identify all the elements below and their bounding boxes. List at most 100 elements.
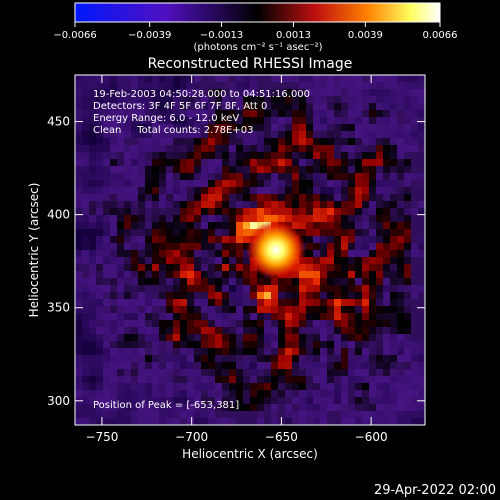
heatmap-cell	[250, 306, 258, 314]
heatmap-cell	[243, 222, 251, 230]
heatmap-cell	[250, 313, 258, 321]
heatmap-cell	[243, 124, 251, 132]
heatmap-cell	[201, 229, 209, 237]
heatmap-cell	[103, 348, 111, 356]
heatmap-cell	[229, 362, 237, 370]
heatmap-cell	[390, 124, 398, 132]
heatmap-cell	[355, 110, 363, 118]
heatmap-cell	[131, 278, 139, 286]
heatmap-cell	[376, 362, 384, 370]
heatmap-cell	[124, 180, 132, 188]
heatmap-cell	[320, 292, 328, 300]
heatmap-cell	[82, 152, 90, 160]
heatmap-cell	[278, 180, 286, 188]
heatmap-cell	[152, 264, 160, 272]
heatmap-cell	[369, 89, 377, 97]
heatmap-cell	[110, 82, 118, 90]
heatmap-cell	[355, 152, 363, 160]
heatmap-cell	[313, 271, 321, 279]
heatmap-cell	[348, 250, 356, 258]
heatmap-cell	[215, 222, 223, 230]
heatmap-cell	[369, 187, 377, 195]
heatmap-cell	[131, 292, 139, 300]
heatmap-cell	[180, 173, 188, 181]
heatmap-cell	[243, 418, 251, 425]
heatmap-cell	[355, 173, 363, 181]
heatmap-cell	[187, 348, 195, 356]
heatmap-cell	[117, 236, 125, 244]
heatmap-cell	[110, 229, 118, 237]
heatmap-cell	[180, 117, 188, 125]
heatmap-cell	[271, 208, 279, 216]
heatmap-cell	[229, 117, 237, 125]
heatmap-cell	[362, 313, 370, 321]
heatmap-cell	[117, 418, 125, 425]
heatmap-cell	[341, 187, 349, 195]
heatmap-cell	[383, 278, 391, 286]
heatmap-cell	[369, 250, 377, 258]
heatmap-cell	[278, 187, 286, 195]
heatmap-cell	[103, 131, 111, 139]
heatmap-cell	[124, 117, 132, 125]
heatmap-cell	[411, 355, 419, 363]
heatmap-cell	[362, 180, 370, 188]
heatmap-cell	[131, 348, 139, 356]
heatmap-cell	[180, 82, 188, 90]
heatmap-cell	[418, 383, 425, 391]
heatmap-cell	[75, 341, 83, 349]
heatmap-cell	[299, 278, 307, 286]
heatmap-cell	[383, 306, 391, 314]
heatmap-cell	[355, 166, 363, 174]
heatmap-cell	[229, 229, 237, 237]
heatmap-cell	[320, 75, 328, 83]
heatmap-cell	[96, 418, 104, 425]
heatmap-cell	[138, 96, 146, 104]
heatmap-cell	[341, 327, 349, 335]
heatmap-cell	[383, 138, 391, 146]
heatmap-cell	[418, 138, 425, 146]
heatmap-cell	[82, 110, 90, 118]
heatmap-cell	[243, 215, 251, 223]
heatmap-cell	[397, 159, 405, 167]
heatmap-cell	[383, 201, 391, 209]
heatmap-cell	[187, 138, 195, 146]
heatmap-cell	[145, 362, 153, 370]
heatmap-cell	[320, 250, 328, 258]
heatmap-cell	[229, 313, 237, 321]
heatmap-cell	[89, 82, 97, 90]
heatmap-cell	[201, 145, 209, 153]
heatmap-cell	[138, 313, 146, 321]
heatmap-cell	[285, 124, 293, 132]
heatmap-cell	[278, 404, 286, 412]
heatmap-cell	[173, 117, 181, 125]
heatmap-cell	[355, 194, 363, 202]
heatmap-cell	[201, 341, 209, 349]
heatmap-cell	[82, 264, 90, 272]
heatmap-cell	[306, 187, 314, 195]
heatmap-cell	[320, 369, 328, 377]
heatmap-cell	[383, 194, 391, 202]
heatmap-cell	[159, 96, 167, 104]
heatmap-cell	[369, 222, 377, 230]
heatmap-cell	[194, 418, 202, 425]
heatmap-cell	[271, 159, 279, 167]
heatmap-cell	[348, 194, 356, 202]
heatmap-cell	[166, 327, 174, 335]
heatmap-cell	[341, 236, 349, 244]
heatmap-cell	[320, 285, 328, 293]
heatmap-cell	[348, 243, 356, 251]
heatmap-cell	[243, 334, 251, 342]
heatmap-cell	[285, 362, 293, 370]
heatmap-cell	[313, 278, 321, 286]
heatmap-cell	[180, 194, 188, 202]
heatmap-cell	[320, 194, 328, 202]
heatmap-cell	[355, 264, 363, 272]
heatmap-cell	[152, 292, 160, 300]
heatmap-cell	[306, 285, 314, 293]
heatmap-cell	[194, 201, 202, 209]
heatmap-cell	[89, 89, 97, 97]
heatmap-cell	[243, 257, 251, 265]
heatmap-cell	[75, 383, 83, 391]
heatmap-cell	[397, 236, 405, 244]
heatmap-cell	[75, 103, 83, 111]
